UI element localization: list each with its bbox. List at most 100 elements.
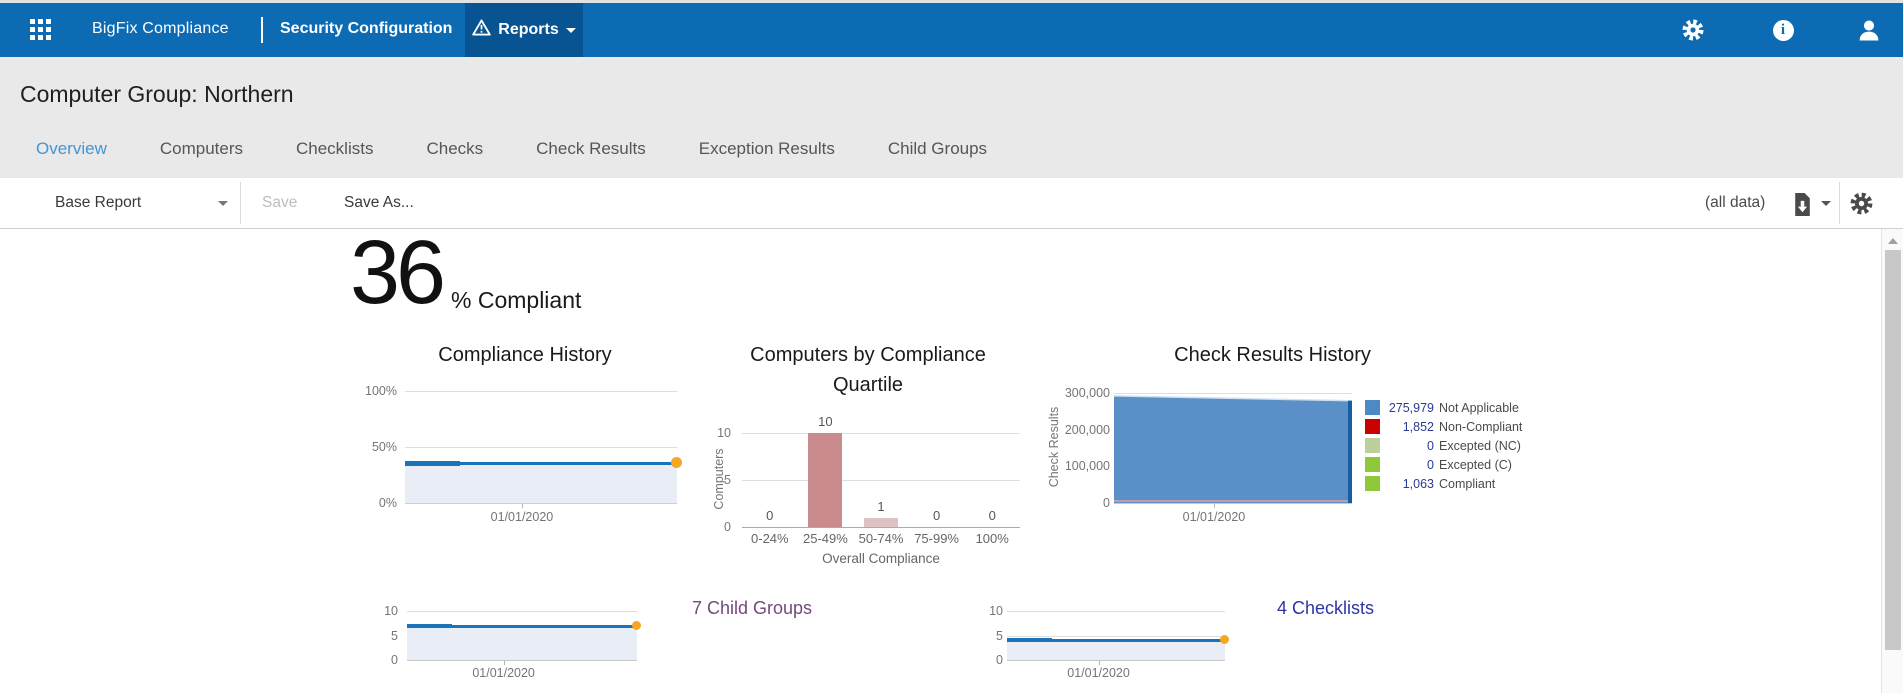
gear-icon (1682, 19, 1704, 41)
bar-50-74%[interactable] (864, 517, 898, 527)
y-axis-labels: 300,000 200,000 100,000 0 (1048, 386, 1110, 510)
y-tick-label: 0% (378, 496, 397, 510)
y-tick-label: 50% (371, 440, 397, 454)
compliance-area-series (405, 456, 682, 503)
current-value-marker[interactable] (1220, 635, 1229, 645)
nav-section-title[interactable]: Security Configuration (280, 20, 453, 37)
top-navigation-bar: BigFix Compliance Security Configuration… (0, 3, 1903, 57)
gridline (742, 433, 1020, 434)
bar-25-49%[interactable] (808, 433, 843, 527)
gridline (1114, 503, 1352, 504)
y-tick-label: 10 (717, 426, 731, 440)
page-header-band: Computer Group: Northern Overview Compute… (0, 57, 1903, 196)
y-tick-label: 5 (724, 473, 731, 487)
x-tick-mark (1213, 503, 1215, 508)
gridline (405, 447, 677, 448)
legend-swatch (1365, 457, 1380, 472)
bar-value-label: 10 (818, 414, 833, 429)
legend-label: Non-Compliant (1439, 419, 1523, 434)
export-button[interactable] (1791, 192, 1814, 222)
scrollbar-thumb[interactable] (1885, 250, 1901, 650)
compliance-line (405, 461, 677, 465)
legend-row: 1,852 Non-Compliant (1365, 417, 1570, 436)
settings-button[interactable] (1670, 3, 1716, 57)
report-toolbar: Base Report Save Save As... (all data) (0, 178, 1903, 229)
x-tick-mark (521, 503, 523, 508)
tab-checklists[interactable]: Checklists (296, 139, 374, 158)
plot-area: 01/01/2020 (1007, 611, 1229, 680)
gridline (1007, 660, 1225, 661)
tab-child-groups[interactable]: Child Groups (887, 139, 988, 158)
trend-area-series (1007, 635, 1229, 660)
tab-overview[interactable]: Overview (17, 138, 125, 196)
user-account-button[interactable] (1846, 3, 1892, 57)
plot-area: 01/01/2020 (407, 611, 641, 680)
computers-by-quartile-chart: Computers by Compliance Quartile Compute… (712, 338, 1023, 568)
checklists-trend-chart: 10 5 0 01/01/2020 (945, 600, 1245, 690)
current-value-marker[interactable] (671, 456, 682, 468)
bar-value-label: 0 (932, 508, 941, 523)
compliance-percent-suffix: % Compliant (451, 287, 582, 313)
info-button[interactable]: i (1760, 3, 1806, 57)
plot-area: 0 0-24% 10 25-49% 1 50-74% 0 75-99% 0 100% (742, 414, 1020, 546)
bar-value-label: 0 (988, 508, 996, 523)
legend-value-link[interactable]: 275,979 (1388, 400, 1434, 415)
current-value-marker[interactable] (632, 620, 641, 630)
scroll-up-arrow-icon[interactable] (1888, 238, 1898, 244)
x-axis-label: 01/01/2020 (1067, 666, 1130, 680)
gridline (405, 503, 677, 504)
child-groups-trend-chart: 10 5 0 01/01/2020 (340, 600, 660, 690)
legend-swatch (1365, 438, 1380, 453)
product-name[interactable]: BigFix Compliance (92, 20, 229, 37)
legend-row: 0 Excepted (C) (1365, 455, 1570, 474)
chart-legend: 275,979 Not Applicable 1,852 Non-Compliant 0… (1365, 398, 1570, 493)
export-caret-icon[interactable] (1821, 201, 1831, 206)
bar-value-label: 0 (766, 508, 774, 523)
window-top-strip (0, 0, 1903, 3)
y-tick-label: 10 (384, 604, 398, 618)
y-tick-label: 5 (996, 629, 1003, 643)
chart-title-line1: Computers by Compliance (750, 344, 986, 366)
chart-title-line2: Quartile (832, 374, 904, 396)
y-tick-label: 100,000 (1064, 459, 1110, 473)
trend-area-series (407, 620, 641, 660)
reports-menu[interactable]: Reports (465, 3, 583, 57)
tab-computers[interactable]: Computers (159, 139, 243, 158)
gridline (1114, 393, 1352, 394)
vertical-scrollbar[interactable] (1881, 229, 1903, 693)
x-category-label: 50-74% (858, 531, 904, 546)
x-category-label: 25-49% (802, 531, 848, 546)
legend-label: Not Applicable (1439, 400, 1519, 415)
checklists-link[interactable]: 4 Checklists (1277, 598, 1375, 618)
x-category-label: 0-24% (751, 531, 789, 546)
y-axis-labels: 10 5 0 (945, 604, 1003, 667)
save-as-button[interactable]: Save As... (344, 194, 414, 211)
legend-value-link[interactable]: 0 (1427, 438, 1434, 453)
gridline (742, 480, 1020, 481)
report-settings-button[interactable] (1849, 191, 1874, 221)
legend-swatch (1365, 419, 1380, 434)
y-axis-labels: 100% 50% 0% (348, 384, 397, 510)
y-tick-label: 100% (365, 384, 397, 398)
reports-menu-label: Reports (498, 21, 559, 38)
tab-check-results[interactable]: Check Results (536, 139, 646, 158)
gear-icon (1850, 192, 1873, 215)
x-category-label: 75-99% (914, 531, 959, 546)
legend-value-link[interactable]: 0 (1427, 457, 1434, 472)
tab-checks[interactable]: Checks (426, 139, 484, 158)
app-grid-icon[interactable] (30, 19, 51, 40)
y-tick-label: 300,000 (1064, 386, 1110, 400)
info-icon: i (1772, 19, 1794, 41)
report-select-caret-icon[interactable] (218, 201, 228, 206)
child-groups-link[interactable]: 7 Child Groups (692, 598, 813, 618)
legend-label: Excepted (C) (1439, 457, 1512, 472)
save-button[interactable]: Save (262, 194, 298, 211)
x-axis-title: Overall Compliance (822, 551, 940, 566)
tab-exception-results[interactable]: Exception Results (698, 139, 835, 158)
legend-value-link[interactable]: 1,063 (1402, 476, 1434, 491)
y-tick-label: 0 (996, 653, 1003, 667)
compliance-history-chart: Compliance History 100% 50% 0% 01/01/2020 (340, 338, 710, 533)
x-axis-label: 01/01/2020 (1182, 510, 1246, 524)
report-select[interactable]: Base Report (55, 194, 142, 211)
legend-value-link[interactable]: 1,852 (1402, 419, 1434, 434)
